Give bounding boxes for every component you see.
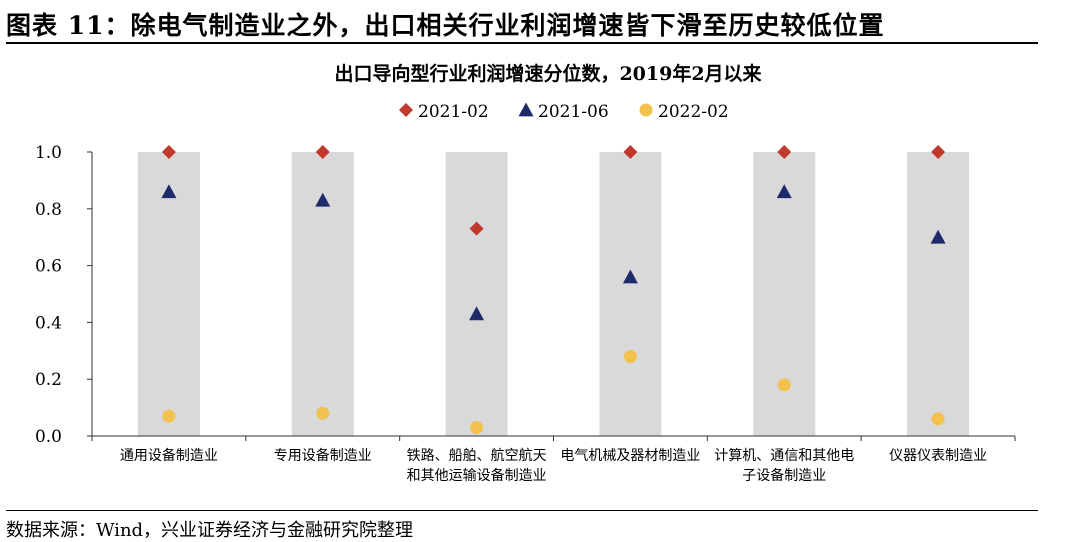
data-point-2021-06 xyxy=(315,192,331,207)
legend-label: 2021-02 xyxy=(418,102,489,122)
data-point-2021-06 xyxy=(776,184,792,199)
data-point-2021-02 xyxy=(161,145,176,159)
axes: 0.0 0.2 0.4 0.6 0.8 1.0 xyxy=(35,143,1016,447)
data-point-2022-02 xyxy=(470,420,484,434)
data-point-2021-02 xyxy=(623,145,638,159)
footer-divider xyxy=(6,510,1038,511)
legend-label: 2021-06 xyxy=(538,102,609,122)
y-tick-label: 0.8 xyxy=(35,200,62,220)
data-point-2021-02 xyxy=(777,145,792,159)
source-note: 数据来源：Wind，兴业证券经济与金融研究院整理 xyxy=(6,520,414,541)
data-point-2021-02 xyxy=(931,145,946,159)
x-tick-label: 专用设备制造业 xyxy=(274,447,372,464)
x-tick-label: 电气机械及器材制造业 xyxy=(560,448,700,464)
category-bands xyxy=(137,152,970,436)
chart: 出口导向型行业利润增速分位数，2019年2月以来 2021-02 2021-06 2… xyxy=(35,62,1016,484)
y-tick-label: 1.0 xyxy=(35,143,62,163)
x-axis-labels: 通用设备制造业 专用设备制造业 铁路、船舶、航空航天和其他运输设备制造业电气机械及器… xyxy=(120,447,987,484)
x-tick-label: 通用设备制造业 xyxy=(120,447,218,464)
data-point-2021-02 xyxy=(469,221,484,236)
title-divider xyxy=(6,42,1038,44)
category-band xyxy=(445,152,508,436)
legend-marker xyxy=(399,103,413,117)
data-point-2022-02 xyxy=(931,412,945,426)
x-tick-label: 仪器仪表制造业 xyxy=(889,448,987,464)
data-point-2022-02 xyxy=(777,378,791,392)
figure-title: 图表 11：除电气制造业之外，出口相关行业利润增速皆下滑至历史较低位置 xyxy=(6,11,885,40)
data-point-2022-02 xyxy=(623,349,637,363)
data-point-2021-06 xyxy=(622,269,638,284)
data-point-2021-02 xyxy=(315,145,330,159)
y-tick-label: 0.4 xyxy=(35,313,62,333)
x-tick-label: 铁路、船舶、航空航天 xyxy=(407,448,547,464)
legend-marker xyxy=(639,103,653,117)
data-points xyxy=(161,145,946,434)
data-point-2021-06 xyxy=(161,184,177,199)
chart-title: 出口导向型行业利润增速分位数，2019年2月以来 xyxy=(334,62,761,85)
x-tick-label: 计算机、通信和其他电 xyxy=(714,448,854,464)
data-point-2021-06 xyxy=(930,229,946,244)
chart-legend: 2021-02 2021-06 2022-02 xyxy=(399,102,729,122)
x-tick-label: 子设备制造业 xyxy=(742,467,826,484)
y-tick-label: 0.0 xyxy=(35,427,62,447)
category-band xyxy=(137,152,200,436)
data-point-2022-02 xyxy=(316,406,330,420)
x-tick-label: 和其他运输设备制造业 xyxy=(407,467,547,484)
y-tick-label: 0.2 xyxy=(35,370,62,390)
data-point-2021-06 xyxy=(469,306,485,321)
data-point-2022-02 xyxy=(162,409,176,423)
legend-marker xyxy=(518,102,534,117)
category-band xyxy=(907,152,970,436)
category-band xyxy=(599,152,662,436)
legend-label: 2022-02 xyxy=(658,102,729,122)
y-tick-label: 0.6 xyxy=(35,257,62,277)
